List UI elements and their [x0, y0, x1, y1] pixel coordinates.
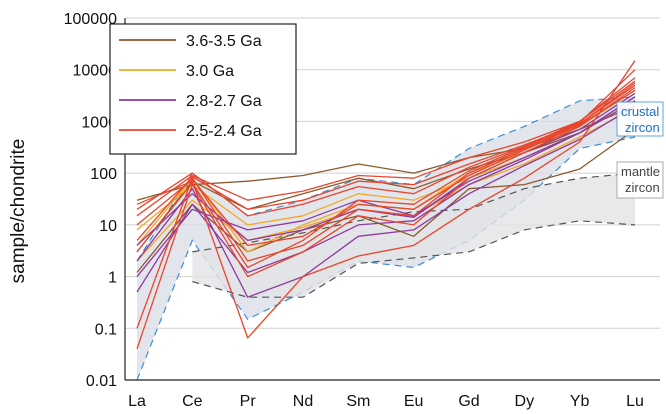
x-tick-label: La	[128, 393, 146, 410]
legend-box	[109, 23, 297, 155]
y-tick-label: 10000	[73, 63, 118, 80]
y-tick-labels: 100000 10000 1000 100 10 1 0.1 0.01	[64, 11, 117, 390]
series-line	[136, 87, 636, 350]
series-line	[136, 60, 636, 339]
field-label: zircon	[625, 180, 660, 195]
x-tick-label: Dy	[515, 393, 535, 410]
x-tick-label: Ce	[182, 393, 203, 410]
series-line	[136, 92, 636, 246]
series-line	[136, 89, 636, 247]
y-tick-label: 0.01	[86, 373, 117, 390]
field-label: zircon	[625, 120, 660, 135]
series-line	[136, 84, 636, 329]
legend-label: 3.6-3.5 Ga	[186, 33, 262, 50]
legend-label: 2.5-2.4 Ga	[186, 123, 262, 140]
zircon-fields	[136, 96, 636, 381]
series-line	[136, 80, 636, 217]
field-label-box	[616, 161, 664, 199]
y-tick-label: 1000	[81, 114, 117, 131]
legend-label: 2.8-2.7 Ga	[186, 93, 262, 110]
x-tick-label: Pr	[240, 393, 257, 410]
field-label: mantle	[621, 164, 660, 179]
x-tick-labels: La Ce Pr Nd Sm Eu Gd Dy Yb Lu	[128, 393, 644, 410]
x-tick-label: Lu	[626, 393, 644, 410]
x-tick-label: Yb	[570, 393, 590, 410]
y-tick-label: 1	[108, 270, 117, 287]
series-line	[136, 69, 636, 269]
field-upper-border	[192, 172, 636, 253]
y-axis-title: sample/chondrite	[8, 139, 29, 284]
y-tick-label: 100	[90, 166, 117, 183]
field-area	[192, 173, 636, 298]
series-lines	[136, 60, 636, 350]
field-lower-border	[192, 220, 636, 298]
x-tick-label: Eu	[404, 393, 424, 410]
x-tick-label: Nd	[293, 393, 313, 410]
series-line	[136, 128, 636, 273]
x-tick-label: Gd	[458, 393, 479, 410]
field-label: crustal	[621, 104, 659, 119]
y-tick-label: 10	[99, 218, 117, 235]
y-tick-label: 100000	[64, 11, 117, 28]
x-tick-label: Sm	[346, 393, 370, 410]
series-line	[136, 105, 636, 298]
series-line	[136, 100, 636, 293]
y-tick-label: 0.1	[95, 321, 117, 338]
legend-label: 3.0 Ga	[186, 63, 234, 80]
legend: 3.6-3.5 Ga 3.0 Ga 2.8-2.7 Ga 2.5-2.4 Ga	[109, 23, 297, 155]
series-line	[136, 77, 636, 217]
field-label-box	[616, 101, 664, 137]
